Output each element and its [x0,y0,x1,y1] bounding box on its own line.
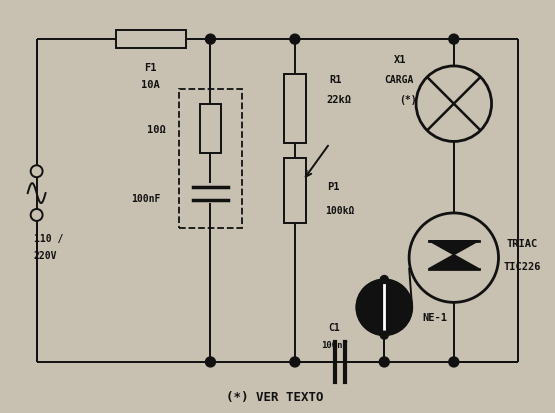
Text: NE-1: NE-1 [422,313,447,323]
Text: TRIAC: TRIAC [507,238,538,248]
Polygon shape [429,255,478,269]
Text: 10A: 10A [142,80,160,90]
Circle shape [31,166,43,178]
Text: R1: R1 [330,75,342,85]
Text: TIC226: TIC226 [503,261,541,271]
Circle shape [356,280,412,335]
Bar [284,75,306,144]
Text: C1: C1 [329,323,340,332]
Text: F1: F1 [145,63,157,73]
Circle shape [290,357,300,367]
Text: 10Ω: 10Ω [147,124,166,134]
Text: 22kΩ: 22kΩ [327,95,352,104]
Text: (*): (*) [399,95,417,104]
Text: 100nF: 100nF [321,340,348,349]
Polygon shape [384,280,412,335]
Circle shape [380,276,388,284]
Text: 220V: 220V [34,250,57,260]
Text: 100nF: 100nF [132,194,161,204]
Circle shape [416,67,492,142]
Circle shape [409,214,498,303]
Circle shape [379,357,389,367]
Bar [116,31,185,49]
Polygon shape [356,280,384,335]
Circle shape [31,209,43,221]
Circle shape [290,35,300,45]
Circle shape [380,331,388,339]
Text: P1: P1 [327,181,339,191]
Text: (*) VER TEXTO: (*) VER TEXTO [226,390,324,403]
Circle shape [205,35,215,45]
Text: CARGA: CARGA [384,75,413,85]
Circle shape [449,35,459,45]
Text: 110 /: 110 / [34,233,63,243]
Text: X1: X1 [394,55,407,65]
Bar [179,90,242,228]
Circle shape [205,357,215,367]
Circle shape [449,357,459,367]
Bar [284,159,306,223]
Text: 100kΩ: 100kΩ [325,206,354,216]
Bar [200,104,221,154]
Polygon shape [429,241,478,255]
